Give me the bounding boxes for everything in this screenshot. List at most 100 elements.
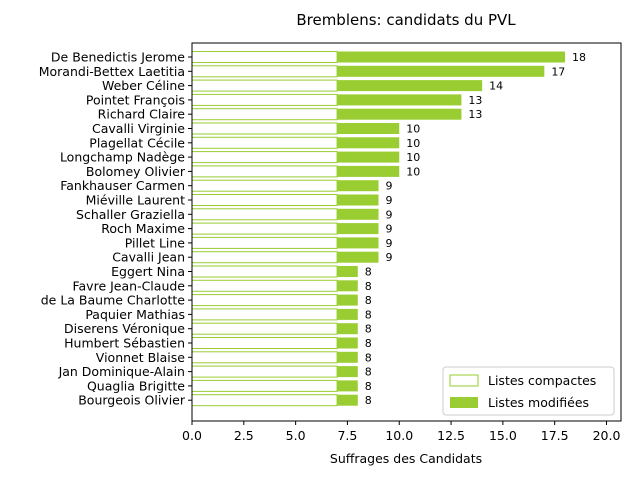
category-label: Miéville Laurent <box>86 193 185 208</box>
bar-modified-23 <box>337 380 358 392</box>
bar-modified-17 <box>337 294 358 306</box>
value-label: 8 <box>365 351 372 364</box>
value-label: 9 <box>386 237 393 250</box>
bar-modified-22 <box>337 366 358 378</box>
bar-modified-2 <box>337 80 483 92</box>
x-tick-label: 20.0 <box>593 428 621 443</box>
category-label: Fankhauser Carmen <box>60 178 185 193</box>
bar-modified-1 <box>337 65 545 77</box>
plot-frame <box>191 42 622 422</box>
bar-compact-21 <box>191 351 338 364</box>
bar-compact-17 <box>191 294 338 307</box>
bar-compact-6 <box>191 136 338 149</box>
bar-compact-16 <box>191 279 338 292</box>
bar-compact-1 <box>191 65 338 78</box>
bar-compact-20 <box>191 337 338 349</box>
bar-modified-12 <box>337 223 379 235</box>
bar-compact-15 <box>191 265 338 278</box>
category-label: Bolomey Olivier <box>86 164 186 179</box>
category-label: Favre Jean-Claude <box>72 278 185 293</box>
bar-modified-3 <box>337 94 462 106</box>
bar-modified-18 <box>337 308 358 320</box>
bar-compact-0 <box>191 51 338 63</box>
category-label: De Benedictis Jerome <box>51 50 185 65</box>
value-label: 14 <box>489 80 503 93</box>
legend-swatch-compactes <box>449 374 479 387</box>
category-label: de La Baume Charlotte <box>41 293 186 308</box>
bar-modified-6 <box>337 137 400 149</box>
bar-modified-24 <box>337 394 358 406</box>
value-label: 10 <box>406 151 420 164</box>
bar-compact-3 <box>191 93 338 106</box>
bar-modified-10 <box>337 194 379 206</box>
bar-modified-7 <box>337 151 400 163</box>
category-label: Eggert Nina <box>111 264 185 279</box>
category-label: Pillet Line <box>125 235 186 250</box>
bar-compact-8 <box>191 165 338 178</box>
category-label: Roch Maxime <box>101 221 185 236</box>
value-label: 8 <box>365 266 372 279</box>
value-label: 8 <box>365 308 372 321</box>
category-label: Longchamp Nadège <box>60 150 185 165</box>
bar-compact-9 <box>191 179 338 192</box>
x-tick-label: 7.5 <box>337 428 357 443</box>
bar-modified-9 <box>337 180 379 192</box>
category-label: Richard Claire <box>98 107 186 122</box>
category-label: Cavalli Virginie <box>92 121 185 136</box>
bar-compact-7 <box>191 151 338 164</box>
category-label: Diserens Véronique <box>64 321 185 336</box>
chart-title: Bremblens: candidats du PVL <box>296 11 516 29</box>
bar-compact-10 <box>191 194 338 206</box>
bar-modified-20 <box>337 337 358 349</box>
bar-compact-4 <box>191 108 338 121</box>
legend-frame <box>442 366 615 416</box>
value-label: 8 <box>365 366 372 379</box>
x-tick-label: 17.5 <box>541 428 569 443</box>
x-tick-label: 15.0 <box>489 428 517 443</box>
legend-label-modifiees: Listes modifiées <box>488 395 589 410</box>
x-tick-label: 12.5 <box>437 428 465 443</box>
value-label: 17 <box>551 65 565 78</box>
category-label: Bourgeois Olivier <box>78 393 186 408</box>
category-label: Vionnet Blaise <box>96 350 186 365</box>
bar-compact-18 <box>191 308 338 321</box>
bar-compact-11 <box>191 208 338 221</box>
value-label: 9 <box>386 251 393 264</box>
x-tick-label: 0.0 <box>182 428 202 443</box>
value-label: 10 <box>406 165 420 178</box>
category-label: Morandi-Bettex Laetitia <box>39 64 185 79</box>
x-axis-label: Suffrages des Candidats <box>330 451 482 466</box>
bar-compact-23 <box>191 379 338 392</box>
bar-compact-2 <box>191 79 338 92</box>
bar-modified-19 <box>337 323 358 335</box>
x-axis: 0.0 2.5 5.0 7.5 10.0 12.5 15.0 17.5 20.0 <box>182 421 620 443</box>
value-label: 10 <box>406 137 420 150</box>
bar-modified-8 <box>337 165 400 177</box>
bar-modified-15 <box>337 266 358 277</box>
bars-group <box>191 51 566 407</box>
value-label: 10 <box>406 123 420 136</box>
bar-modified-16 <box>337 280 358 292</box>
value-label: 8 <box>365 294 372 307</box>
value-label: 9 <box>386 180 393 193</box>
bar-compact-22 <box>191 365 338 378</box>
bar-compact-5 <box>191 122 338 135</box>
category-label: Paquier Mathias <box>85 307 185 322</box>
bar-compact-12 <box>191 222 338 235</box>
category-label: Plagellat Cécile <box>89 135 185 150</box>
value-label: 8 <box>365 337 372 350</box>
bar-modified-11 <box>337 208 379 220</box>
category-label: Jan Dominique-Alain <box>58 364 185 379</box>
bar-compact-14 <box>191 251 338 264</box>
category-label: Quaglia Brigitte <box>87 378 185 393</box>
category-label: Pointet François <box>86 92 185 107</box>
legend-swatch-modifiees <box>450 397 478 408</box>
category-label: Humbert Sébastien <box>64 336 185 351</box>
bar-modified-0 <box>337 51 566 63</box>
value-label: 9 <box>386 208 393 221</box>
category-label: Cavalli Jean <box>112 250 185 265</box>
category-label: Schaller Graziella <box>76 207 185 222</box>
value-label: 8 <box>365 323 372 336</box>
